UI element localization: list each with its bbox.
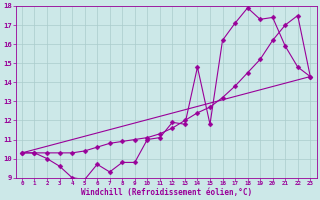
X-axis label: Windchill (Refroidissement éolien,°C): Windchill (Refroidissement éolien,°C) bbox=[81, 188, 252, 197]
